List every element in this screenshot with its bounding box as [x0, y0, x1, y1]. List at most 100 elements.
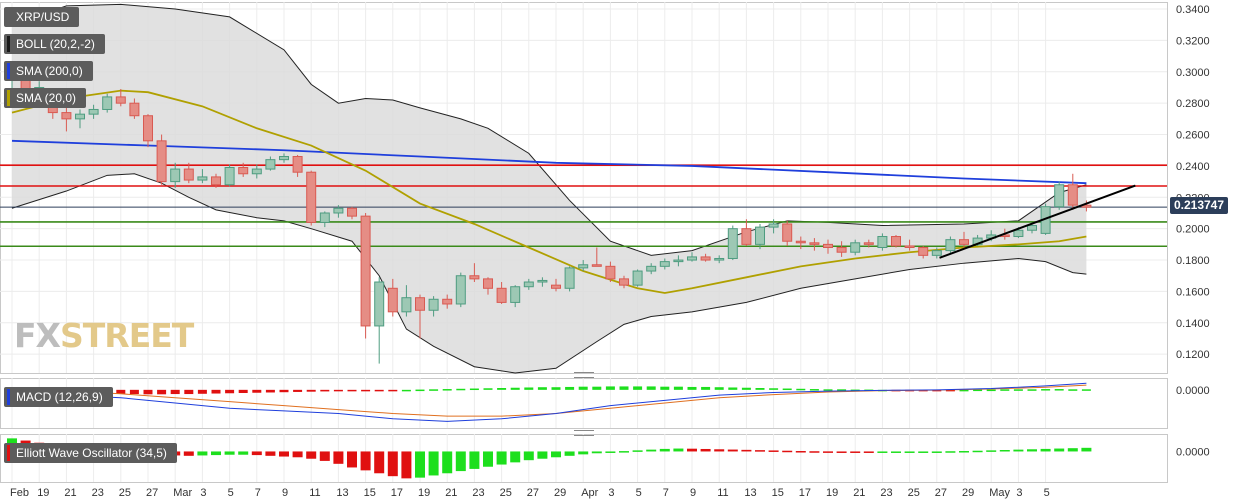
candle [891, 234, 901, 248]
ewo-bar [918, 451, 929, 453]
macd-bar [633, 386, 643, 390]
candle-body [401, 297, 412, 313]
macd-bar [469, 388, 479, 391]
ewo-bar [415, 451, 425, 478]
ewo-bar [863, 451, 874, 453]
candle-body [183, 168, 194, 181]
x-tick-label: 21 [445, 487, 457, 499]
sma-200-tag-swatch [7, 63, 10, 79]
pane-resize-handle-1[interactable] [574, 372, 594, 378]
y-tick-label: 0.1400 [1176, 318, 1210, 330]
macd-bar [211, 389, 221, 394]
candle [156, 134, 167, 185]
candle-body [211, 176, 221, 186]
bollinger-tag-swatch [7, 36, 10, 52]
macd-bar [945, 389, 955, 392]
candle-body [415, 297, 425, 311]
candle-body [279, 156, 289, 161]
candle [755, 223, 765, 250]
candle [183, 162, 194, 184]
candle [88, 104, 99, 119]
ewo-tag-swatch [7, 445, 10, 461]
ewo-bar [823, 451, 833, 453]
x-tick-label: 19 [826, 487, 838, 499]
candle-body [605, 265, 616, 280]
candle-body [170, 168, 181, 183]
symbol-tag[interactable]: XRP/USD [4, 7, 80, 27]
x-tick-label: 27 [935, 487, 947, 499]
candle-body [510, 286, 521, 303]
ewo-bar [999, 450, 1010, 452]
candle [483, 277, 493, 295]
bollinger-tag[interactable]: BOLL (20,2,-2) [4, 34, 105, 54]
x-tick-label: May [989, 487, 1010, 499]
candle-body [850, 242, 861, 253]
candle [564, 266, 575, 292]
candle-body [88, 108, 99, 115]
macd-bar [320, 389, 330, 392]
ewo-bar [986, 450, 997, 452]
pane-resize-handle-2[interactable] [574, 430, 594, 436]
ewo-bar [510, 451, 521, 463]
candle [659, 258, 670, 270]
macd-bar [701, 386, 711, 390]
candle-body [591, 264, 602, 267]
y-tick-label: 0.3200 [1176, 35, 1210, 47]
ewo-bar [850, 451, 861, 453]
candle-body [755, 226, 765, 245]
candle [768, 219, 779, 234]
candle-body [387, 287, 398, 313]
candle-body [292, 156, 303, 173]
candle [1054, 181, 1065, 210]
candle-body [333, 207, 344, 214]
x-tick-label: 29 [554, 487, 566, 499]
y-tick-label: 0.2000 [1176, 224, 1210, 236]
ewo-bar [292, 451, 303, 458]
sma-200-tag[interactable]: SMA (200,0) [4, 61, 93, 81]
macd-bar [157, 389, 167, 395]
candle [795, 236, 806, 250]
candle-body [619, 278, 629, 286]
candle [782, 220, 793, 246]
macd-bar [565, 386, 575, 390]
ewo-bar [1013, 449, 1024, 452]
macd-bar [347, 389, 357, 392]
x-tick-label: 21 [64, 487, 76, 499]
candle [931, 247, 942, 259]
macd-bar [184, 389, 194, 395]
macd-bar [673, 386, 683, 390]
candle [143, 114, 153, 148]
macd-bar [986, 389, 996, 392]
candle [129, 98, 140, 119]
macd-bar [456, 388, 466, 391]
candle [292, 154, 303, 177]
macd-bar [170, 389, 180, 395]
macd-bar [728, 387, 738, 390]
sma-20-tag[interactable]: SMA (20,0) [4, 88, 87, 108]
x-tick-label: 25 [500, 487, 512, 499]
ewo-bar [279, 451, 289, 457]
candle-body [823, 243, 833, 249]
x-tick-label: 7 [663, 487, 669, 499]
x-tick-label: 7 [255, 487, 261, 499]
candle [333, 205, 344, 218]
candle [850, 239, 861, 256]
x-tick-label: 23 [472, 487, 484, 499]
macd-bar [429, 389, 439, 391]
candle-body [1054, 184, 1065, 208]
candle-body [537, 279, 548, 283]
macd-bar [333, 389, 343, 392]
candle [1067, 173, 1078, 210]
ewo-bar [836, 451, 847, 453]
candle-body [863, 242, 874, 245]
candle [809, 238, 820, 251]
ewo-bar [319, 451, 330, 461]
x-tick-label: 25 [119, 487, 131, 499]
candle [959, 231, 969, 248]
macd-tag[interactable]: MACD (12,26,9) [4, 387, 113, 407]
candle-body [143, 115, 153, 142]
candle [823, 239, 833, 254]
macd-bar [823, 389, 833, 391]
ewo-tag[interactable]: Elliott Wave Oscillator (34,5) [4, 443, 177, 463]
macd-bar [524, 387, 534, 390]
